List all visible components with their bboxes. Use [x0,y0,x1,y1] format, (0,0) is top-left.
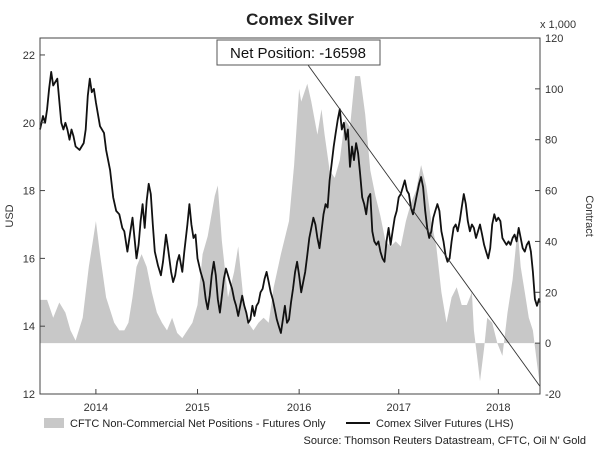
chart-title: Comex Silver [246,10,354,29]
x-tick-label: 2018 [486,402,510,414]
legend: CFTC Non-Commercial Net Positions - Futu… [44,418,514,430]
x-tick-label: 2016 [287,402,311,414]
right-tick-label: 40 [545,236,557,248]
source-note: Source: Thomson Reuters Datastream, CFTC… [304,435,587,447]
legend-swatch-area [44,418,64,428]
plot-area [39,37,541,395]
annotation-text: Net Position: -16598 [230,45,366,62]
right-axis-ticks: -20 0 20 40 60 80 100 120 [535,33,563,401]
trendline [302,58,541,387]
right-axis-label: Contract [583,195,595,237]
right-tick-label: 60 [545,186,557,198]
left-tick-label: 14 [23,321,35,333]
annotation-box [216,39,381,66]
left-tick-label: 22 [23,50,35,62]
left-tick-label: 12 [23,389,35,401]
left-axis-label: USD [4,204,16,227]
legend-label-line: Comex Silver Futures (LHS) [376,418,514,430]
x-axis-ticks: 2014 2015 2016 2017 2018 [84,389,511,414]
right-tick-label: 120 [545,33,563,45]
left-tick-label: 16 [23,253,35,265]
trendline-layer [302,58,541,387]
net-position-annotation: Net Position: -16598 [216,39,381,66]
left-tick-label: 20 [23,118,35,130]
right-tick-label: 100 [545,84,563,96]
right-scale-note: x 1,000 [540,19,576,31]
x-tick-label: 2014 [84,402,108,414]
net-positions-area [40,76,540,387]
net-positions-area-layer [40,76,540,387]
right-tick-label: 80 [545,135,557,147]
silver-futures-line-layer [39,71,541,334]
x-tick-label: 2015 [185,402,209,414]
right-tick-label: 0 [545,338,551,350]
left-tick-label: 18 [23,186,35,198]
x-tick-label: 2017 [386,402,410,414]
plot-frame [39,37,541,395]
left-axis-ticks: 12 14 16 18 20 22 [23,50,45,401]
silver-futures-line [39,71,541,334]
legend-label-area: CFTC Non-Commercial Net Positions - Futu… [70,418,326,430]
right-tick-label: -20 [545,389,561,401]
right-tick-label: 20 [545,287,557,299]
